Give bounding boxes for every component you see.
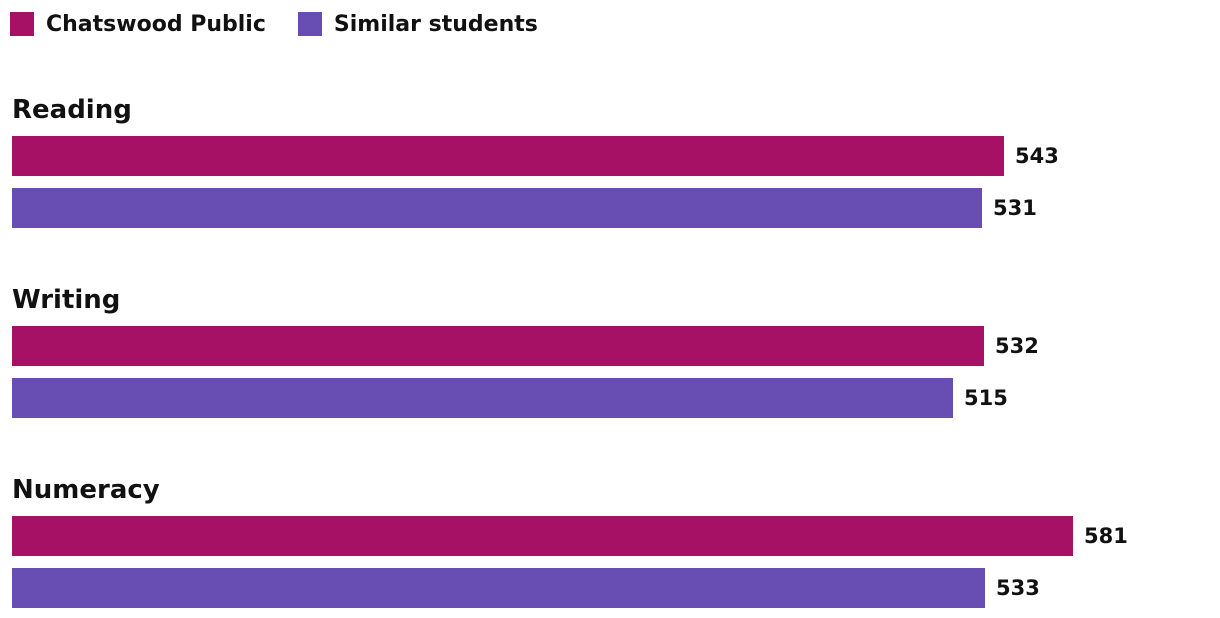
legend-label-similar-students: Similar students <box>333 11 538 37</box>
group-label-numeracy: Numeracy <box>12 475 160 505</box>
bar-reading-similar-students <box>12 188 982 228</box>
group-label-reading: Reading <box>12 95 132 125</box>
legend: Chatswood Public Similar students <box>10 10 570 38</box>
value-label-reading-chatswood-public: 543 <box>1015 144 1059 168</box>
value-label-numeracy-chatswood-public: 581 <box>1084 524 1128 548</box>
legend-swatch-similar-students <box>297 12 322 36</box>
legend-swatch-chatswood-public <box>10 12 34 36</box>
value-label-writing-chatswood-public: 532 <box>995 334 1039 358</box>
bar-reading-chatswood-public <box>12 136 1004 176</box>
value-label-writing-similar-students: 515 <box>964 386 1008 410</box>
value-label-reading-similar-students: 531 <box>993 196 1037 220</box>
bar-writing-similar-students <box>12 378 953 418</box>
group-label-writing: Writing <box>12 285 121 315</box>
bar-numeracy-similar-students <box>12 568 985 608</box>
legend-item-chatswood-public: Chatswood Public <box>10 12 266 37</box>
legend-item-similar-students: Similar students <box>297 11 538 37</box>
legend-label-chatswood-public: Chatswood Public <box>46 11 266 37</box>
bar-numeracy-chatswood-public <box>12 516 1073 556</box>
value-label-numeracy-similar-students: 533 <box>996 576 1040 600</box>
bar-writing-chatswood-public <box>12 326 984 366</box>
